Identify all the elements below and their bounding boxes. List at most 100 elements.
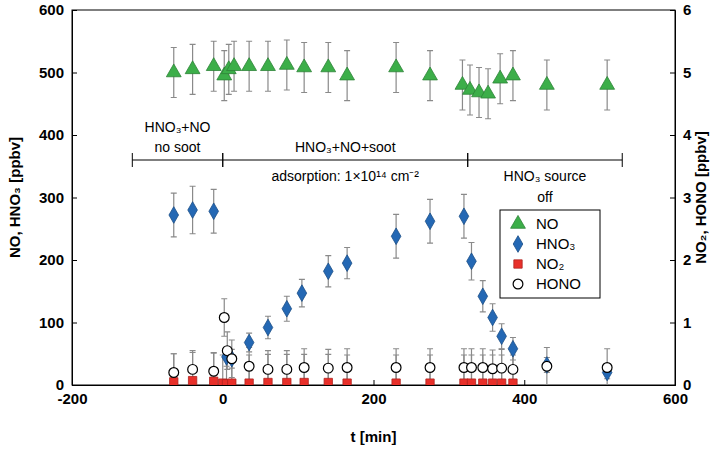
point: [467, 363, 477, 373]
y-tick: 100: [39, 314, 77, 331]
phase-boundary: [467, 153, 468, 167]
error-bars: [171, 299, 610, 385]
axis-line: [73, 380, 676, 386]
y2-tick-label: 3: [683, 189, 691, 206]
point: [509, 379, 517, 385]
point: [228, 379, 236, 385]
x-tick: 200: [361, 380, 386, 407]
point: [188, 376, 196, 384]
point: [264, 378, 272, 385]
x-tick-label: 0: [219, 390, 227, 407]
point: [283, 378, 291, 385]
x-tick-mark: [374, 380, 375, 385]
y2-tick-label: 0: [683, 376, 691, 393]
legend-symbol: [514, 260, 522, 268]
point: [323, 263, 333, 280]
series-points: [170, 376, 518, 385]
y2-tick-mark: [670, 385, 675, 386]
point: [459, 208, 469, 225]
x-tick-label: 200: [361, 390, 386, 407]
point: [245, 379, 253, 385]
y-tick-mark: [72, 198, 77, 199]
point: [263, 364, 273, 374]
legend-symbol: [513, 236, 523, 253]
y2-tick: 6: [670, 1, 691, 18]
y-axis: 0100200300400500600: [39, 1, 77, 393]
y2-tick: 5: [670, 64, 691, 81]
y-tick-mark: [72, 260, 77, 261]
point: [323, 363, 333, 373]
point: [321, 59, 336, 72]
y-tick-mark: [72, 10, 77, 11]
y-tick-mark: [72, 385, 77, 386]
point: [279, 56, 294, 69]
series-points: [169, 313, 612, 378]
y-tick-label: 600: [39, 1, 64, 18]
point: [392, 379, 400, 385]
point: [343, 379, 351, 385]
data-marks: [166, 40, 614, 385]
legend-symbol: [511, 215, 526, 228]
point: [242, 58, 257, 71]
y-tick-mark: [72, 73, 77, 74]
phase-bracket: [468, 160, 623, 161]
series-points: [166, 56, 614, 98]
point: [542, 361, 552, 371]
phase-label: HNO₃+NO: [145, 119, 211, 135]
point: [391, 228, 401, 245]
y2-tick-label: 1: [683, 314, 691, 331]
legend: NOHNO₃NO₂HONO: [500, 210, 600, 298]
y2-tick-mark: [670, 260, 675, 261]
point: [493, 70, 508, 83]
y2-tick-mark: [670, 135, 675, 136]
point: [425, 213, 435, 230]
axis-line: [670, 11, 676, 386]
y2-axis-title: NO₂, HONO [ppbv]: [692, 131, 709, 264]
point: [467, 253, 477, 270]
point: [297, 59, 312, 72]
point: [324, 378, 332, 385]
point: [261, 58, 276, 71]
point: [340, 67, 355, 80]
point: [209, 203, 219, 220]
point: [209, 366, 219, 376]
plot-frame: [72, 10, 675, 385]
point: [488, 364, 498, 374]
y-tick-label: 400: [39, 126, 64, 143]
legend-label: NO₂: [536, 255, 565, 272]
point: [169, 368, 179, 378]
y2-tick-mark: [670, 323, 675, 324]
x-axis-title: t [min]: [351, 428, 397, 445]
point: [282, 300, 292, 317]
point: [478, 288, 488, 305]
point: [426, 379, 434, 385]
point: [297, 285, 307, 302]
y-tick: 600: [39, 1, 77, 18]
phase-boundary: [222, 153, 223, 167]
y2-tick: 1: [670, 314, 691, 331]
point: [263, 319, 273, 336]
legend-label: HNO₃: [536, 235, 575, 252]
phase-bracket: [132, 160, 222, 161]
y2-tick: 4: [670, 126, 692, 143]
point: [425, 363, 435, 373]
y-tick-label: 200: [39, 251, 64, 268]
point: [342, 363, 352, 373]
y-tick-label: 500: [39, 64, 64, 81]
point: [497, 328, 507, 345]
phase-boundary: [222, 153, 223, 167]
y-tick: 200: [39, 251, 77, 268]
point: [602, 363, 612, 373]
point: [188, 364, 198, 374]
error-bars: [171, 40, 610, 119]
point: [227, 354, 237, 364]
y-tick: 500: [39, 64, 77, 81]
y2-tick-label: 4: [683, 126, 692, 143]
phase-boundary: [132, 153, 133, 167]
y2-tick: 2: [670, 251, 691, 268]
point: [166, 64, 181, 77]
point: [481, 85, 496, 98]
y-tick-mark: [72, 323, 77, 324]
point: [170, 378, 178, 385]
legend-label: NO: [536, 215, 559, 232]
